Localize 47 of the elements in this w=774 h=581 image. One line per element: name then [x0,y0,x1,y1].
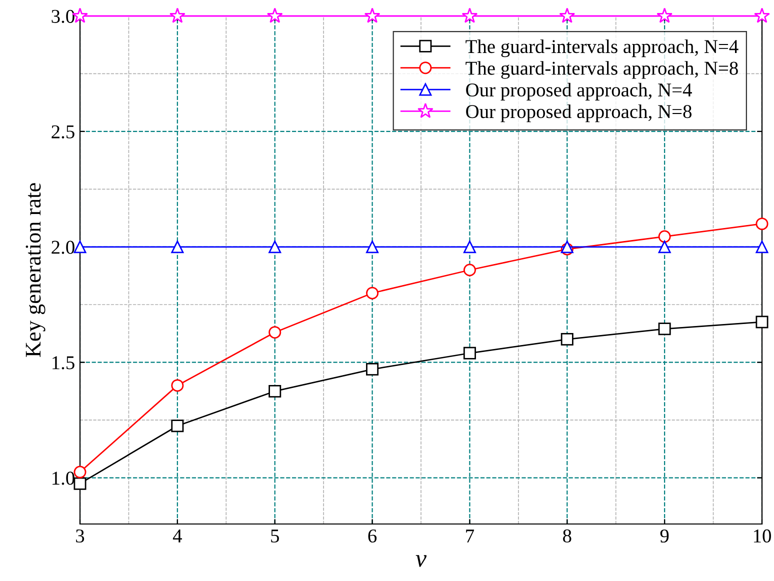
y-tick-label: 2.5 [52,125,74,138]
point [74,477,86,490]
point [364,8,380,23]
point [171,420,184,432]
y-tick-label: 1.0 [52,472,74,485]
point [756,316,768,328]
point [560,333,574,346]
x-tick-label: 3 [76,529,84,543]
x-tick-label: 10 [754,529,771,543]
x-tick-label: 7 [466,530,474,542]
x-tick-label: 8 [563,529,572,543]
point [268,326,282,339]
point [756,218,768,230]
point [658,322,671,336]
point [366,286,379,300]
point [268,384,282,398]
point [658,240,671,254]
y-axis-title: Key generation rate [26,183,46,357]
point [366,240,379,254]
x-axis-title: ν [416,555,427,567]
point [754,8,770,23]
legend-label: Our proposed approach, N=4 [466,82,692,100]
legend-label: Our proposed approach, N=8 [466,104,692,122]
legend-label: The guard-intervals approach, N=4 [466,39,738,58]
x-tick-label: 5 [271,530,279,543]
point [756,240,768,254]
point [559,8,576,23]
point [171,379,184,392]
point [656,8,673,23]
point [171,240,184,254]
x-tick-label: 9 [660,529,669,543]
point [658,230,671,243]
point [268,240,282,254]
point [463,240,476,254]
legend-label: The guard-intervals approach, N=8 [466,61,738,79]
x-tick-label: 4 [172,530,182,542]
point [463,264,476,276]
point [266,8,283,23]
y-tick-label: 1.5 [52,356,74,370]
point [366,363,379,376]
x-tick-label: 6 [368,529,377,543]
point [462,8,478,23]
y-tick-label: 3.0 [52,10,74,24]
point [74,466,86,478]
y-tick-label: 2.0 [52,240,74,254]
point [463,346,476,360]
point [169,8,186,23]
